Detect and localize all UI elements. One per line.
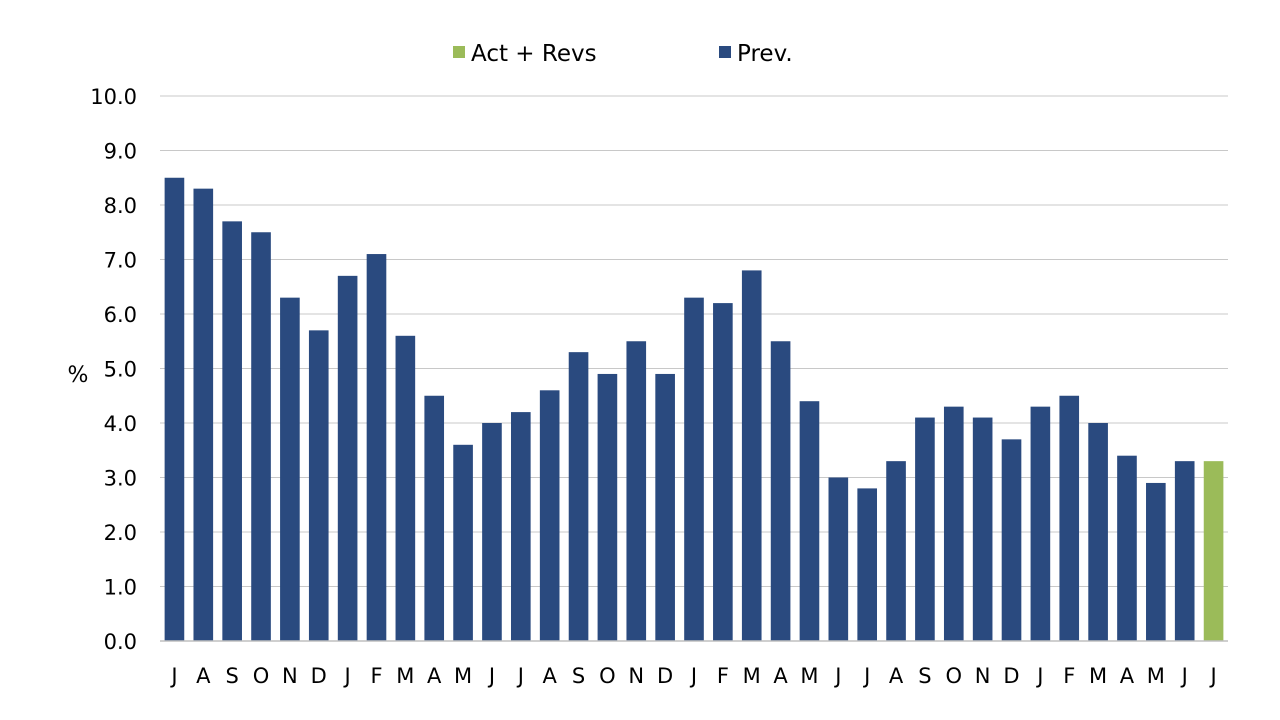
bar: [280, 297, 300, 641]
bar: [915, 417, 935, 641]
x-tick-label: D: [1003, 664, 1019, 688]
x-tick-label: D: [311, 664, 327, 688]
y-tick-label: 1.0: [104, 576, 137, 600]
bar: [453, 444, 473, 641]
y-tick-label: 2.0: [104, 521, 137, 545]
bar: [655, 373, 675, 641]
y-tick-label: 0.0: [104, 630, 137, 654]
bar: [251, 232, 271, 641]
x-tick-label: O: [599, 664, 616, 688]
x-tick-label: A: [542, 664, 557, 688]
bar: [395, 335, 416, 641]
y-axis-ticks: 0.0 1.0 2.0 3.0 4.0 5.0 6.0 7.0 8.0 9.0 10.0: [90, 85, 137, 654]
y-tick-label: 10.0: [90, 85, 137, 109]
x-tick-label: F: [717, 664, 729, 688]
bar: [1030, 406, 1051, 641]
x-tick-label: N: [628, 664, 644, 688]
bar: [1001, 439, 1022, 641]
x-tick-label: N: [282, 664, 298, 688]
legend-label-act-revs: Act + Revs: [471, 41, 597, 67]
bar: [1174, 461, 1195, 641]
y-tick-label: 8.0: [104, 194, 137, 218]
bar: [828, 477, 849, 641]
bar: [626, 341, 647, 641]
bar: [1146, 482, 1166, 641]
x-tick-label: J: [516, 664, 524, 688]
bar: [972, 417, 993, 641]
x-tick-label: A: [773, 664, 788, 688]
x-tick-label: A: [196, 664, 211, 688]
bar: [1203, 461, 1224, 641]
bar: [482, 423, 502, 641]
x-tick-label: S: [225, 664, 238, 688]
bar: [222, 221, 242, 641]
bar: [1059, 395, 1080, 641]
bar: [164, 177, 185, 641]
y-axis-label: %: [68, 363, 89, 388]
bar: [597, 373, 618, 641]
legend-label-prev: Prev.: [737, 41, 793, 67]
x-tick-label: O: [946, 664, 963, 688]
bar: [308, 330, 329, 641]
x-tick-label: J: [1208, 664, 1216, 688]
x-tick-label: J: [487, 664, 495, 688]
y-tick-label: 4.0: [104, 412, 137, 436]
legend: Act + Revs Prev.: [453, 41, 793, 67]
x-tick-label: M: [396, 664, 414, 688]
bar: [1088, 423, 1108, 641]
x-tick-label: F: [1063, 664, 1075, 688]
bar: [337, 275, 358, 641]
bars: [164, 177, 1224, 642]
bar: [193, 188, 214, 641]
bar: [510, 412, 531, 641]
bar: [886, 461, 906, 641]
x-tick-label: A: [427, 664, 442, 688]
x-tick-label: J: [343, 664, 351, 688]
x-tick-label: D: [657, 664, 673, 688]
y-tick-label: 3.0: [104, 467, 137, 491]
x-tick-label: J: [169, 664, 177, 688]
legend-swatch-act-revs: [453, 46, 465, 58]
x-tick-label: J: [862, 664, 870, 688]
x-tick-label: J: [689, 664, 697, 688]
bar: [1117, 455, 1137, 641]
y-tick-label: 7.0: [104, 249, 137, 273]
bar: [684, 297, 704, 641]
y-tick-label: 5.0: [104, 358, 137, 382]
x-tick-label: S: [918, 664, 931, 688]
bar: [741, 270, 762, 641]
bar: [770, 341, 791, 641]
x-tick-label: S: [572, 664, 585, 688]
bar: [539, 390, 560, 641]
x-tick-label: A: [1120, 664, 1135, 688]
bar: [713, 303, 733, 641]
x-tick-label: O: [253, 664, 270, 688]
x-tick-label: M: [1147, 664, 1165, 688]
x-tick-label: M: [454, 664, 472, 688]
y-tick-label: 9.0: [104, 140, 137, 164]
x-tick-label: F: [370, 664, 382, 688]
x-tick-label: A: [889, 664, 904, 688]
legend-swatch-prev: [719, 46, 731, 58]
y-tick-label: 6.0: [104, 303, 137, 327]
bar: [424, 395, 445, 641]
x-tick-label: J: [1035, 664, 1043, 688]
bar: [857, 488, 878, 641]
bar: [366, 254, 387, 642]
x-tick-label: M: [743, 664, 761, 688]
x-tick-label: M: [800, 664, 818, 688]
bar: [943, 406, 964, 641]
bar: [799, 401, 820, 641]
x-tick-label: J: [833, 664, 841, 688]
x-tick-label: M: [1089, 664, 1107, 688]
x-tick-label: N: [975, 664, 991, 688]
bar: [568, 352, 589, 641]
x-tick-label: J: [1180, 664, 1188, 688]
